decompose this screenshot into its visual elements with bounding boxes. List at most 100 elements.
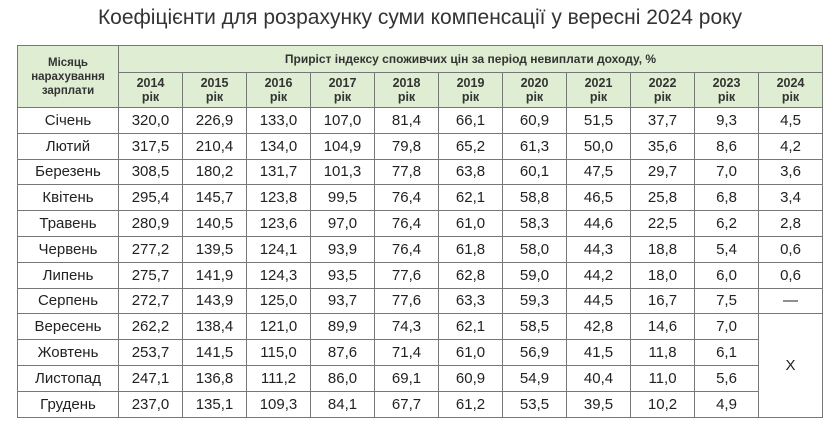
header-row: 2014 рік 2015 рік 2016 рік 2017 рік 2018 рік… bbox=[18, 72, 823, 108]
month-cell: Грудень bbox=[17, 390, 119, 418]
table-row: Вересень 262,2 138,4 121,0 89,9 74,3 62,1 58,5 4… bbox=[17, 313, 823, 418]
value-cell: 40,4 bbox=[566, 364, 631, 392]
year-header: 2021 рік bbox=[566, 72, 631, 108]
value-cell: 275,7 bbox=[118, 261, 183, 289]
month-cell: Травень bbox=[17, 210, 119, 237]
value-cell: 16,7 bbox=[630, 287, 695, 315]
value-cell: 59,0 bbox=[502, 261, 567, 289]
value-cell: 89,9 bbox=[310, 313, 375, 341]
value-cell: 44,3 bbox=[566, 235, 631, 263]
value-cell: 44,5 bbox=[566, 287, 631, 315]
value-cell: 135,1 bbox=[182, 390, 247, 418]
value-cell: 138,4 bbox=[182, 313, 247, 341]
value-cell: 77,6 bbox=[374, 287, 439, 315]
value-cell: 308,5 bbox=[118, 158, 183, 186]
value-cell: 37,7 bbox=[630, 107, 695, 134]
month-cell: Січень bbox=[17, 107, 119, 134]
value-cell: 58,5 bbox=[502, 313, 567, 341]
title: Коефіцієнти для розрахунку суми компенса… bbox=[97, 6, 743, 29]
month-cell: Лютий bbox=[17, 132, 119, 160]
value-cell: 115,0 bbox=[246, 339, 311, 366]
value-cell: 0,6 bbox=[758, 261, 823, 289]
value-cell: 11,0 bbox=[630, 364, 695, 392]
table-row: Серпень 272,7 143,9 125,0 93,7 77,6 63,3 59,3 44… bbox=[17, 287, 823, 315]
value-cell: 7,5 bbox=[694, 287, 759, 315]
value-cell: 87,6 bbox=[310, 339, 375, 366]
table-row: Жовтень 253,7 141,5 115,0 87,6 71,4 61,0 56,9 41… bbox=[17, 339, 823, 366]
value-cell: 253,7 bbox=[118, 339, 183, 366]
value-cell: 25,8 bbox=[630, 184, 695, 212]
value-cell: 124,3 bbox=[246, 261, 311, 289]
value-cell: 44,6 bbox=[566, 210, 631, 237]
value-cell: 50,0 bbox=[566, 132, 631, 160]
value-cell: 5,6 bbox=[694, 364, 759, 392]
month-cell: Квітень bbox=[17, 184, 119, 212]
value-cell: 93,9 bbox=[310, 235, 375, 263]
table-row: Липень 275,7 141,9 124,3 93,5 77,6 62,8 59,0 44,… bbox=[17, 261, 823, 289]
value-cell: 39,5 bbox=[566, 390, 631, 418]
value-cell: 141,5 bbox=[182, 339, 247, 366]
value-cell: 210,4 bbox=[182, 132, 247, 160]
value-cell: 58,0 bbox=[502, 235, 567, 263]
table-row: Грудень 237,0 135,1 109,3 84,1 67,7 61,2 53,5 39… bbox=[17, 390, 823, 418]
value-cell: 35,6 bbox=[630, 132, 695, 160]
value-cell: 9,3 bbox=[694, 107, 759, 134]
year-header: 2023 рік bbox=[694, 72, 759, 108]
value-cell: 44,2 bbox=[566, 261, 631, 289]
value-cell: 277,2 bbox=[118, 235, 183, 263]
value-cell: 134,0 bbox=[246, 132, 311, 160]
value-cell: 60,9 bbox=[438, 364, 503, 392]
value-cell: 0,6 bbox=[758, 235, 823, 263]
value-cell: 3,4 bbox=[758, 184, 823, 212]
month-cell: Березень bbox=[17, 158, 119, 186]
value-cell: 6,8 bbox=[694, 184, 759, 212]
value-cell: 81,4 bbox=[374, 107, 439, 134]
value-cell: 84,1 bbox=[310, 390, 375, 418]
value-cell: 272,7 bbox=[118, 287, 183, 315]
value-cell: — bbox=[758, 287, 823, 315]
year-header: 2020 рік bbox=[502, 72, 567, 108]
table-row: Лютий 317,5 210,4 134,0 104,9 79,8 65,2 61,3 50,… bbox=[17, 132, 823, 160]
header-row: Місяць нарахування зарплати Приріст індек… bbox=[17, 45, 823, 108]
value-cell: 61,8 bbox=[438, 235, 503, 263]
value-cell: 141,9 bbox=[182, 261, 247, 289]
year-header: 2014 рік bbox=[118, 72, 183, 108]
value-cell: 60,9 bbox=[502, 107, 567, 134]
value-cell: 76,4 bbox=[374, 210, 439, 237]
value-cell: 18,8 bbox=[630, 235, 695, 263]
value-cell: 2,8 bbox=[758, 210, 823, 237]
value-cell: 7,0 bbox=[694, 158, 759, 186]
value-cell: 77,8 bbox=[374, 158, 439, 186]
value-cell: 66,1 bbox=[438, 107, 503, 134]
value-cell: 62,8 bbox=[438, 261, 503, 289]
value-cell: 51,5 bbox=[566, 107, 631, 134]
value-cell: 74,3 bbox=[374, 313, 439, 341]
value-cell: 61,0 bbox=[438, 339, 503, 366]
value-cell: 58,3 bbox=[502, 210, 567, 237]
value-cell: 54,9 bbox=[502, 364, 567, 392]
value-cell: 7,0 bbox=[694, 313, 759, 341]
value-cell: 29,7 bbox=[630, 158, 695, 186]
year-header: 2017 рік bbox=[310, 72, 375, 108]
value-cell: 93,7 bbox=[310, 287, 375, 315]
value-cell: 58,8 bbox=[502, 184, 567, 212]
month-cell: Жовтень bbox=[17, 339, 119, 366]
year-header: 2015 рік bbox=[182, 72, 247, 108]
value-cell: 18,0 bbox=[630, 261, 695, 289]
value-cell: 125,0 bbox=[246, 287, 311, 315]
value-cell: 22,5 bbox=[630, 210, 695, 237]
value-cell: 97,0 bbox=[310, 210, 375, 237]
value-cell: 41,5 bbox=[566, 339, 631, 366]
table-row: Березень 308,5 180,2 131,7 101,3 77,8 63,8 60,1… bbox=[17, 158, 823, 186]
value-cell: 8,6 bbox=[694, 132, 759, 160]
value-cell: 145,7 bbox=[182, 184, 247, 212]
value-cell: 63,8 bbox=[438, 158, 503, 186]
value-cell: 60,1 bbox=[502, 158, 567, 186]
value-cell: 295,4 bbox=[118, 184, 183, 212]
value-cell: 46,5 bbox=[566, 184, 631, 212]
value-cell: 67,7 bbox=[374, 390, 439, 418]
value-cell: 76,4 bbox=[374, 235, 439, 263]
value-cell: 86,0 bbox=[310, 364, 375, 392]
month-cell: Червень bbox=[17, 235, 119, 263]
value-cell: 56,9 bbox=[502, 339, 567, 366]
